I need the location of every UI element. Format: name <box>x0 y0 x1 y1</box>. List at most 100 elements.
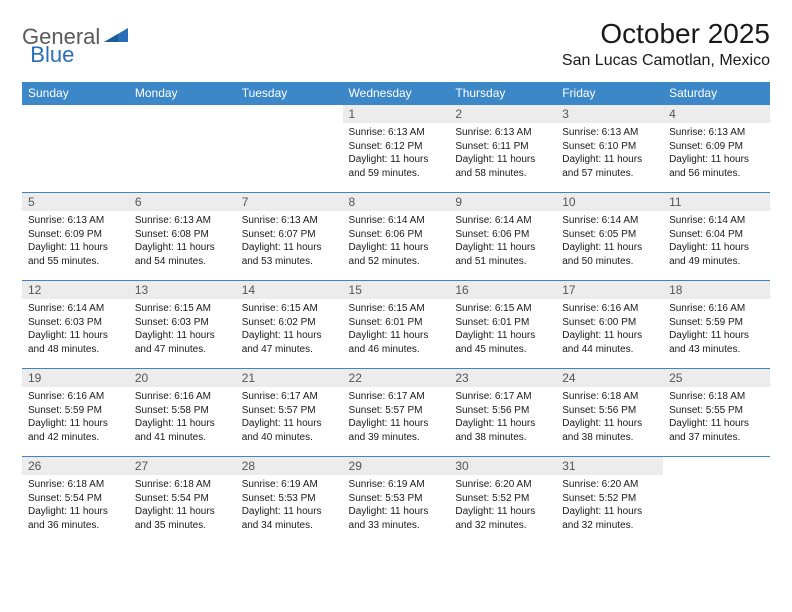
day-content: Sunrise: 6:18 AMSunset: 5:56 PMDaylight:… <box>556 387 663 448</box>
day-content: Sunrise: 6:17 AMSunset: 5:57 PMDaylight:… <box>236 387 343 448</box>
logo-triangle-icon <box>104 26 130 49</box>
day-cell: 13Sunrise: 6:15 AMSunset: 6:03 PMDayligh… <box>129 281 236 369</box>
day-number: 25 <box>663 369 770 387</box>
day-number: 21 <box>236 369 343 387</box>
day-number: 17 <box>556 281 663 299</box>
weekday-header: Saturday <box>663 82 770 105</box>
day-number: 14 <box>236 281 343 299</box>
day-cell: 15Sunrise: 6:15 AMSunset: 6:01 PMDayligh… <box>343 281 450 369</box>
day-number: 6 <box>129 193 236 211</box>
calendar-row: 1Sunrise: 6:13 AMSunset: 6:12 PMDaylight… <box>22 105 770 193</box>
weekday-header-row: SundayMondayTuesdayWednesdayThursdayFrid… <box>22 82 770 105</box>
calendar-table: SundayMondayTuesdayWednesdayThursdayFrid… <box>22 82 770 545</box>
day-content: Sunrise: 6:17 AMSunset: 5:57 PMDaylight:… <box>343 387 450 448</box>
weekday-header: Tuesday <box>236 82 343 105</box>
day-number: 11 <box>663 193 770 211</box>
day-number: 18 <box>663 281 770 299</box>
day-cell: 11Sunrise: 6:14 AMSunset: 6:04 PMDayligh… <box>663 193 770 281</box>
day-number: 29 <box>343 457 450 475</box>
day-content: Sunrise: 6:17 AMSunset: 5:56 PMDaylight:… <box>449 387 556 448</box>
day-content: Sunrise: 6:18 AMSunset: 5:54 PMDaylight:… <box>22 475 129 536</box>
day-number: 5 <box>22 193 129 211</box>
day-cell: 24Sunrise: 6:18 AMSunset: 5:56 PMDayligh… <box>556 369 663 457</box>
day-content: Sunrise: 6:19 AMSunset: 5:53 PMDaylight:… <box>236 475 343 536</box>
day-cell: 17Sunrise: 6:16 AMSunset: 6:00 PMDayligh… <box>556 281 663 369</box>
day-number: 1 <box>343 105 450 123</box>
day-cell: 26Sunrise: 6:18 AMSunset: 5:54 PMDayligh… <box>22 457 129 545</box>
logo-text-blue: Blue <box>30 42 74 68</box>
day-cell: 16Sunrise: 6:15 AMSunset: 6:01 PMDayligh… <box>449 281 556 369</box>
day-content: Sunrise: 6:15 AMSunset: 6:02 PMDaylight:… <box>236 299 343 360</box>
calendar-row: 26Sunrise: 6:18 AMSunset: 5:54 PMDayligh… <box>22 457 770 545</box>
day-content: Sunrise: 6:19 AMSunset: 5:53 PMDaylight:… <box>343 475 450 536</box>
day-cell: 21Sunrise: 6:17 AMSunset: 5:57 PMDayligh… <box>236 369 343 457</box>
day-number: 16 <box>449 281 556 299</box>
day-content: Sunrise: 6:20 AMSunset: 5:52 PMDaylight:… <box>449 475 556 536</box>
day-content: Sunrise: 6:13 AMSunset: 6:12 PMDaylight:… <box>343 123 450 184</box>
day-cell: 27Sunrise: 6:18 AMSunset: 5:54 PMDayligh… <box>129 457 236 545</box>
day-content: Sunrise: 6:14 AMSunset: 6:03 PMDaylight:… <box>22 299 129 360</box>
weekday-header: Sunday <box>22 82 129 105</box>
day-cell: 25Sunrise: 6:18 AMSunset: 5:55 PMDayligh… <box>663 369 770 457</box>
day-cell: 9Sunrise: 6:14 AMSunset: 6:06 PMDaylight… <box>449 193 556 281</box>
day-cell: 23Sunrise: 6:17 AMSunset: 5:56 PMDayligh… <box>449 369 556 457</box>
day-content: Sunrise: 6:15 AMSunset: 6:03 PMDaylight:… <box>129 299 236 360</box>
day-content: Sunrise: 6:15 AMSunset: 6:01 PMDaylight:… <box>343 299 450 360</box>
day-number: 27 <box>129 457 236 475</box>
day-number: 19 <box>22 369 129 387</box>
day-cell: 31Sunrise: 6:20 AMSunset: 5:52 PMDayligh… <box>556 457 663 545</box>
day-content: Sunrise: 6:13 AMSunset: 6:10 PMDaylight:… <box>556 123 663 184</box>
day-content: Sunrise: 6:13 AMSunset: 6:08 PMDaylight:… <box>129 211 236 272</box>
weekday-header: Wednesday <box>343 82 450 105</box>
day-number: 8 <box>343 193 450 211</box>
day-cell: 20Sunrise: 6:16 AMSunset: 5:58 PMDayligh… <box>129 369 236 457</box>
day-number: 23 <box>449 369 556 387</box>
day-number: 24 <box>556 369 663 387</box>
calendar-row: 5Sunrise: 6:13 AMSunset: 6:09 PMDaylight… <box>22 193 770 281</box>
location: San Lucas Camotlan, Mexico <box>562 52 770 70</box>
day-content: Sunrise: 6:16 AMSunset: 5:59 PMDaylight:… <box>663 299 770 360</box>
day-number: 22 <box>343 369 450 387</box>
day-number: 28 <box>236 457 343 475</box>
day-cell: 28Sunrise: 6:19 AMSunset: 5:53 PMDayligh… <box>236 457 343 545</box>
day-cell: 5Sunrise: 6:13 AMSunset: 6:09 PMDaylight… <box>22 193 129 281</box>
day-cell: 6Sunrise: 6:13 AMSunset: 6:08 PMDaylight… <box>129 193 236 281</box>
day-number: 30 <box>449 457 556 475</box>
day-content: Sunrise: 6:14 AMSunset: 6:06 PMDaylight:… <box>449 211 556 272</box>
day-number: 12 <box>22 281 129 299</box>
day-cell: 12Sunrise: 6:14 AMSunset: 6:03 PMDayligh… <box>22 281 129 369</box>
day-number: 26 <box>22 457 129 475</box>
day-cell: 30Sunrise: 6:20 AMSunset: 5:52 PMDayligh… <box>449 457 556 545</box>
day-cell: 14Sunrise: 6:15 AMSunset: 6:02 PMDayligh… <box>236 281 343 369</box>
day-number: 4 <box>663 105 770 123</box>
day-cell: 7Sunrise: 6:13 AMSunset: 6:07 PMDaylight… <box>236 193 343 281</box>
title-block: October 2025 San Lucas Camotlan, Mexico <box>562 18 770 70</box>
day-cell: 22Sunrise: 6:17 AMSunset: 5:57 PMDayligh… <box>343 369 450 457</box>
day-content: Sunrise: 6:14 AMSunset: 6:05 PMDaylight:… <box>556 211 663 272</box>
day-content: Sunrise: 6:15 AMSunset: 6:01 PMDaylight:… <box>449 299 556 360</box>
day-cell: 2Sunrise: 6:13 AMSunset: 6:11 PMDaylight… <box>449 105 556 193</box>
day-content: Sunrise: 6:13 AMSunset: 6:09 PMDaylight:… <box>663 123 770 184</box>
day-number: 31 <box>556 457 663 475</box>
day-number: 9 <box>449 193 556 211</box>
day-content: Sunrise: 6:13 AMSunset: 6:07 PMDaylight:… <box>236 211 343 272</box>
day-cell: 1Sunrise: 6:13 AMSunset: 6:12 PMDaylight… <box>343 105 450 193</box>
empty-cell <box>663 457 770 545</box>
day-number: 2 <box>449 105 556 123</box>
weekday-header: Friday <box>556 82 663 105</box>
day-content: Sunrise: 6:13 AMSunset: 6:09 PMDaylight:… <box>22 211 129 272</box>
day-content: Sunrise: 6:14 AMSunset: 6:04 PMDaylight:… <box>663 211 770 272</box>
weekday-header: Thursday <box>449 82 556 105</box>
day-number: 7 <box>236 193 343 211</box>
day-content: Sunrise: 6:16 AMSunset: 5:59 PMDaylight:… <box>22 387 129 448</box>
day-content: Sunrise: 6:14 AMSunset: 6:06 PMDaylight:… <box>343 211 450 272</box>
day-number: 13 <box>129 281 236 299</box>
day-cell: 8Sunrise: 6:14 AMSunset: 6:06 PMDaylight… <box>343 193 450 281</box>
day-number: 10 <box>556 193 663 211</box>
month-title: October 2025 <box>562 18 770 50</box>
day-content: Sunrise: 6:20 AMSunset: 5:52 PMDaylight:… <box>556 475 663 536</box>
empty-cell <box>236 105 343 193</box>
calendar-row: 12Sunrise: 6:14 AMSunset: 6:03 PMDayligh… <box>22 281 770 369</box>
day-number: 3 <box>556 105 663 123</box>
day-content: Sunrise: 6:16 AMSunset: 5:58 PMDaylight:… <box>129 387 236 448</box>
